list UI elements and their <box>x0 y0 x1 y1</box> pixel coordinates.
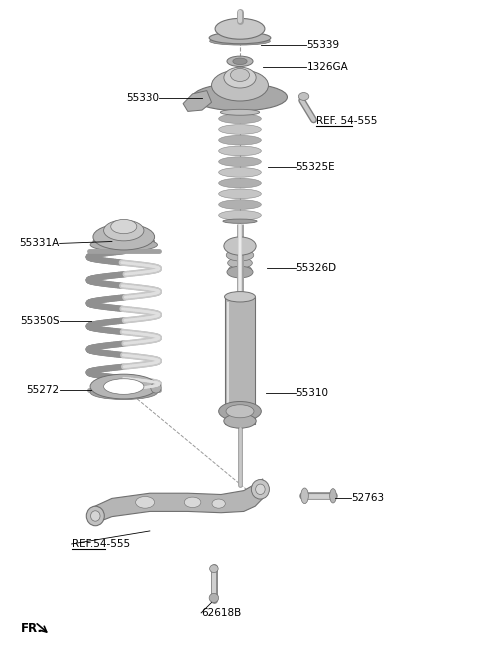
Ellipse shape <box>219 178 261 188</box>
Text: 1326GA: 1326GA <box>306 62 348 72</box>
Ellipse shape <box>225 291 255 302</box>
Ellipse shape <box>91 511 100 521</box>
Ellipse shape <box>230 68 250 81</box>
Ellipse shape <box>210 37 270 45</box>
Ellipse shape <box>93 224 155 250</box>
Ellipse shape <box>104 379 144 394</box>
Polygon shape <box>225 297 255 424</box>
Ellipse shape <box>219 114 261 123</box>
Ellipse shape <box>301 488 308 504</box>
Ellipse shape <box>136 497 155 508</box>
Ellipse shape <box>252 480 269 499</box>
Ellipse shape <box>223 219 257 223</box>
Polygon shape <box>92 479 263 524</box>
Ellipse shape <box>226 249 254 261</box>
Ellipse shape <box>219 199 261 209</box>
Polygon shape <box>183 91 212 112</box>
Text: 55310: 55310 <box>296 388 328 398</box>
Ellipse shape <box>219 401 261 421</box>
Ellipse shape <box>151 382 161 393</box>
Text: 55272: 55272 <box>26 385 60 395</box>
Ellipse shape <box>104 220 144 241</box>
Text: REF.54-555: REF.54-555 <box>72 539 130 549</box>
Text: 55331A: 55331A <box>20 238 60 249</box>
Ellipse shape <box>90 385 157 400</box>
Ellipse shape <box>219 146 261 155</box>
Ellipse shape <box>228 258 252 268</box>
Text: 55330: 55330 <box>126 92 159 103</box>
Ellipse shape <box>330 489 336 503</box>
Ellipse shape <box>210 565 218 573</box>
Ellipse shape <box>209 32 271 44</box>
Ellipse shape <box>219 211 261 220</box>
Text: 55350S: 55350S <box>20 316 60 327</box>
Ellipse shape <box>233 58 247 64</box>
Ellipse shape <box>215 18 265 39</box>
Ellipse shape <box>224 414 256 428</box>
Ellipse shape <box>184 497 201 508</box>
Ellipse shape <box>219 189 261 199</box>
Ellipse shape <box>226 405 254 418</box>
Ellipse shape <box>86 506 104 525</box>
Ellipse shape <box>111 219 137 234</box>
Text: 52763: 52763 <box>351 493 384 503</box>
Text: FR.: FR. <box>21 622 43 635</box>
Text: 55339: 55339 <box>306 40 339 50</box>
Ellipse shape <box>212 70 268 101</box>
Ellipse shape <box>219 125 261 134</box>
Ellipse shape <box>299 92 309 100</box>
Ellipse shape <box>220 110 260 115</box>
Text: 55325E: 55325E <box>296 161 335 172</box>
Ellipse shape <box>93 234 155 249</box>
Text: REF. 54-555: REF. 54-555 <box>316 116 377 126</box>
Text: 55326D: 55326D <box>296 263 336 273</box>
Ellipse shape <box>219 157 261 167</box>
Ellipse shape <box>219 135 261 145</box>
Ellipse shape <box>256 484 265 495</box>
Ellipse shape <box>227 266 253 278</box>
Ellipse shape <box>90 374 157 399</box>
Ellipse shape <box>209 594 219 602</box>
Ellipse shape <box>228 265 252 274</box>
Ellipse shape <box>227 56 253 66</box>
Ellipse shape <box>224 67 256 88</box>
Ellipse shape <box>90 238 157 251</box>
Ellipse shape <box>219 167 261 177</box>
Ellipse shape <box>212 499 225 508</box>
Ellipse shape <box>224 237 256 255</box>
Ellipse shape <box>192 83 288 111</box>
Text: 62618B: 62618B <box>201 608 241 618</box>
